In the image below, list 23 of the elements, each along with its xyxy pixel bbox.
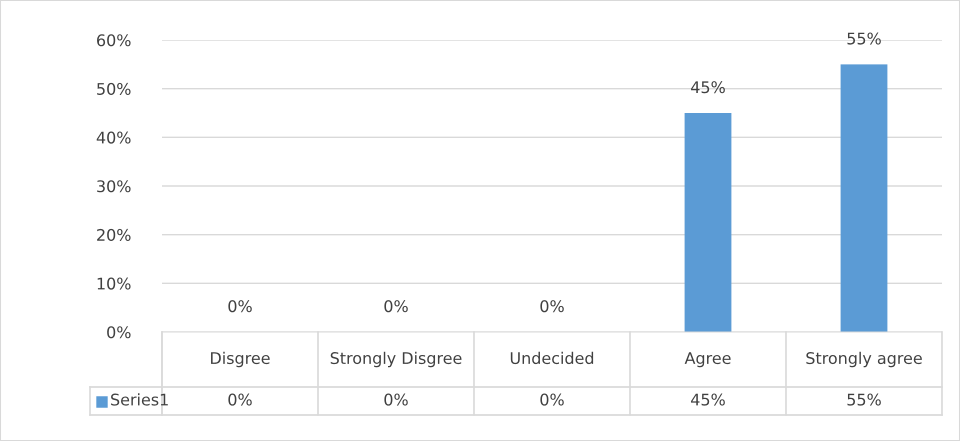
x-tick-label: Strongly Disgree bbox=[330, 352, 462, 368]
x-tick-label: Agree bbox=[684, 352, 731, 368]
y-tick-label: 40% bbox=[96, 132, 131, 144]
legend-label: Series1 bbox=[111, 393, 168, 406]
x-tick-label: Undecided bbox=[510, 352, 594, 364]
data-label: 0% bbox=[540, 394, 564, 406]
text: 0% bbox=[228, 300, 252, 312]
text: 55% bbox=[847, 32, 881, 45]
data-label: 55% bbox=[847, 394, 881, 406]
text: 0% bbox=[384, 300, 408, 312]
y-tick-label: 10% bbox=[98, 278, 131, 290]
y-tick-label: 30% bbox=[97, 180, 131, 192]
text: 45% bbox=[691, 81, 725, 94]
text: 0% bbox=[540, 300, 564, 312]
y-tick-label: 20% bbox=[97, 228, 131, 241]
x-tick-label: Disgree bbox=[211, 352, 270, 368]
data-label: 45% bbox=[691, 394, 725, 406]
data-label: 0% bbox=[384, 394, 408, 406]
x-tick-label: Strongly agree bbox=[806, 352, 922, 368]
data-label: 0% bbox=[228, 394, 252, 406]
y-tick-label: 60% bbox=[97, 34, 131, 46]
y-tick-label: 50% bbox=[97, 82, 131, 95]
y-tick-label: 0% bbox=[107, 326, 131, 338]
